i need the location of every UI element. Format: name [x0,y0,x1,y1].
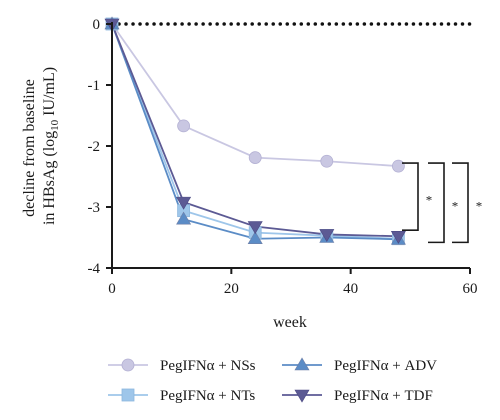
y-ticks: 0 -1 -2 -3 -4 [88,17,112,277]
series-line-pegifn-nss [111,23,399,168]
x-tick-label: 40 [343,281,358,297]
y-tick-label: -2 [88,139,101,155]
data-point-pegifn-nss [391,159,405,173]
series-markers [104,16,406,246]
y-axis-title: decline from baseline in HBsAg (log10 IU… [21,67,61,225]
data-point-pegifn-adv [176,211,192,225]
axes: 0 -1 -2 -3 -4 0 20 40 60 [88,17,478,297]
legend-label-pegifn-tdf: PegIFNα + TDF [334,388,433,404]
series-line-pegifn-tdf [111,23,399,238]
significance-bracket [402,162,419,231]
legend-marker-pegifn-adv [294,357,310,371]
y-tick-label: -1 [88,78,101,94]
data-point-pegifn-tdf [390,230,406,244]
legend-label-pegifn-nts: PegIFNα + NTs [160,388,255,404]
significance-label: * [426,193,433,208]
y-tick-label: -4 [88,261,101,277]
x-tick-label: 0 [108,281,116,297]
significance-bracket [452,162,469,244]
legend-label-pegifn-nss: PegIFNα + NSs [160,358,256,374]
data-point-pegifn-tdf [176,196,192,210]
legend-label-pegifn-adv: PegIFNα + ADV [334,358,437,374]
x-axis-title: week [273,314,307,331]
legend-marker-pegifn-nts [121,388,135,402]
y-tick-label: 0 [93,17,101,33]
x-tick-label: 60 [463,281,478,297]
y-tick-label: -3 [88,200,101,216]
data-point-pegifn-nss [248,151,262,164]
x-ticks: 0 20 40 60 [108,268,478,297]
significance-label: * [476,199,483,214]
data-point-pegifn-tdf [247,221,263,235]
data-point-pegifn-tdf [319,229,335,243]
plot-area [104,16,472,246]
legend: PegIFNα + NSs PegIFNα + ADV PegIFNα + NTs P… [108,357,437,404]
legend-marker-pegifn-nss [121,358,135,372]
data-point-pegifn-nss [177,119,191,133]
legend-marker-pegifn-tdf [294,389,310,403]
significance-bracket [428,162,445,244]
data-point-pegifn-adv [247,231,263,245]
series-lines [111,23,399,241]
x-tick-label: 20 [224,281,239,297]
data-point-pegifn-nss [320,154,334,168]
significance-label: * [452,199,459,214]
significance-brackets: * * * [402,162,483,244]
